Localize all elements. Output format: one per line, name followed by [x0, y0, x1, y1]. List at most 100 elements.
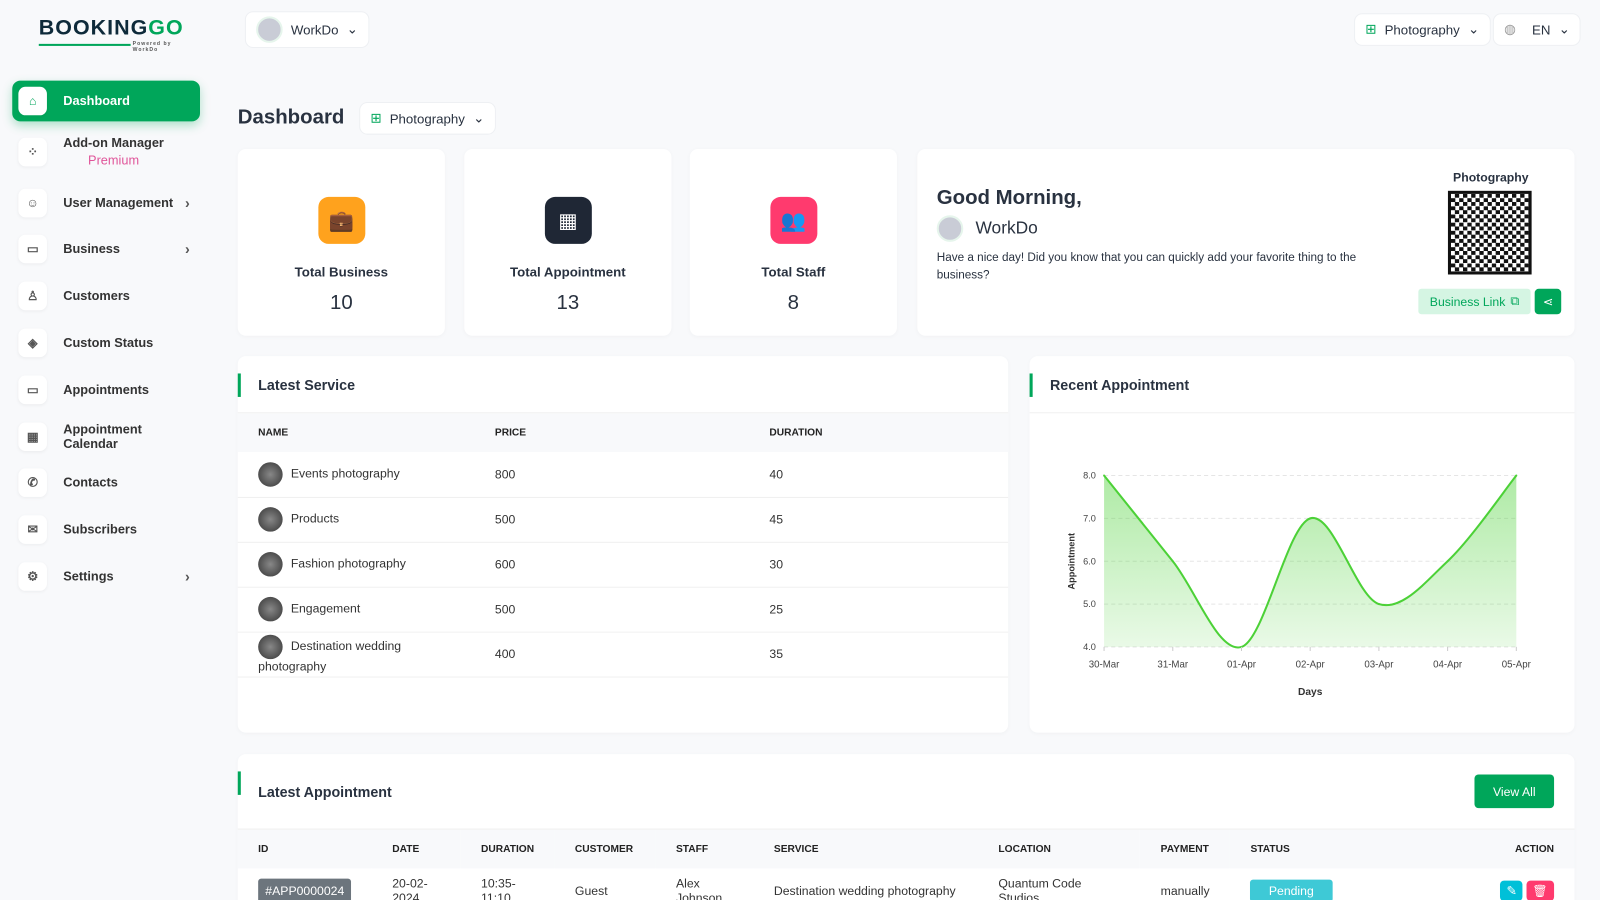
sidebar-item-dashboard[interactable]: ⌂ Dashboard — [12, 80, 200, 122]
welcome-message: Have a nice day! Did you know that you c… — [936, 252, 1357, 282]
chart-title: Recent Appointment — [1029, 356, 1575, 414]
column-header: DURATION — [460, 829, 555, 869]
user-menu[interactable]: WorkDo ⌄ — [244, 11, 370, 48]
avatar — [936, 215, 964, 242]
status-badge: Pending — [1250, 879, 1333, 900]
greeting: Good Morning, — [936, 186, 1082, 210]
service-thumbnail — [258, 596, 283, 622]
stat-total-appointment: ▦ Total Appointment 13 — [464, 148, 672, 336]
service-duration: 45 — [748, 496, 1009, 543]
appointment-chart: 4.0 5.0 6.0 7.0 8.0 30-Mar 31-Mar 01-Apr 02-Apr 0… — [1066, 471, 1532, 698]
service-name: Events photography — [290, 466, 400, 481]
sidebar-item-user-management[interactable]: ☺ User Management › — [12, 182, 200, 223]
user-icon: ♙ — [18, 281, 47, 311]
page-business-selector[interactable]: ⊞ Photography ⌄ — [359, 102, 496, 135]
data-point — [1515, 474, 1518, 477]
calendar-clock-icon: ▦ — [544, 196, 592, 244]
sidebar-item-subscribers[interactable]: ✉ Subscribers — [12, 509, 200, 550]
service-name: Destination wedding photography — [258, 638, 402, 674]
grid-plus-icon: ⊞ — [370, 110, 382, 126]
column-header: LOCATION — [977, 829, 1141, 869]
y-tick-label: 4.0 — [1083, 642, 1096, 652]
table-row: #APP0000024 20-02-2024 10:35-11:10 Guest Al… — [237, 868, 1575, 900]
sidebar-item-custom-status[interactable]: ◈ Custom Status — [12, 322, 200, 363]
sidebar-item-customers[interactable]: ♙ Customers — [12, 276, 200, 317]
stat-total-staff: 👥 Total Staff 8 — [689, 148, 897, 336]
x-axis-label: Days — [1298, 687, 1323, 698]
section-title: Latest Service — [237, 356, 1009, 414]
sidebar-item-label: Add-on Manager — [63, 136, 164, 151]
x-tick-label: 05-Apr — [1502, 659, 1532, 670]
sidebar-item-label: Customers — [63, 288, 130, 304]
x-tick-label: 30-Mar — [1089, 659, 1120, 670]
view-all-button[interactable]: View All — [1474, 774, 1555, 809]
section-title: Latest Appointment — [237, 754, 1575, 830]
latest-service-card: Latest Service NAME PRICE DURATION Events p… — [237, 356, 1009, 733]
delete-button[interactable]: 🗑 — [1526, 880, 1555, 900]
x-tick-label: 04-Apr — [1433, 659, 1463, 670]
sidebar-item-appointment-calendar[interactable]: ▦ Appointment Calendar — [12, 416, 200, 457]
qr-code — [1447, 190, 1532, 275]
latest-appointment-card: Latest Appointment View All ID DATE DURATI… — [237, 754, 1575, 900]
chevron-down-icon: ⌄ — [346, 21, 358, 37]
x-tick-label: 03-Apr — [1364, 659, 1394, 670]
sidebar-item-label: Business — [63, 242, 120, 257]
calendar-icon: ▦ — [18, 422, 47, 451]
stat-total-business: 💼 Total Business 10 — [237, 148, 445, 336]
service-duration: 30 — [748, 541, 1009, 588]
recent-appointment-card: Recent Appointment 4.0 5.0 6.0 7.0 8.0 30-Mar… — [1029, 356, 1575, 733]
sidebar-item-label: Custom Status — [63, 335, 154, 350]
area-fill — [1104, 475, 1517, 648]
data-point — [1377, 603, 1380, 606]
share-icon: ⋖ — [1542, 294, 1554, 309]
grid-plus-icon: ⊞ — [1365, 21, 1377, 37]
column-header: ID — [237, 829, 372, 869]
column-header: DATE — [371, 829, 461, 869]
y-tick-label: 7.0 — [1083, 513, 1096, 523]
table-row: Engagement 500 25 — [237, 586, 1009, 633]
service-duration: 35 — [748, 631, 1009, 678]
sidebar-item-add-on-manager[interactable]: ⁘ Add-on Manager Premium — [12, 127, 200, 176]
table-row: Events photography 800 40 — [237, 452, 1009, 498]
sidebar-item-business[interactable]: ▭ Business › — [12, 229, 200, 270]
sidebar-item-label: Appointment Calendar — [63, 422, 142, 451]
avatar — [256, 16, 283, 43]
share-button[interactable]: ⋖ — [1534, 288, 1562, 315]
chevron-right-icon: › — [185, 568, 190, 585]
briefcase-icon: ▭ — [18, 235, 47, 264]
sidebar-item-label: User Management — [63, 195, 174, 210]
phone-icon: ✆ — [18, 468, 47, 498]
service-name: Engagement — [290, 601, 361, 616]
column-header: STAFF — [655, 829, 754, 869]
service-duration: 25 — [748, 586, 1009, 633]
service-name: Fashion photography — [290, 556, 406, 571]
globe-icon: ◍ — [1504, 21, 1516, 37]
user-name: WorkDo — [290, 21, 339, 38]
x-tick-label: 02-Apr — [1296, 659, 1326, 670]
appointment-id[interactable]: #APP0000024 — [258, 878, 352, 900]
chevron-down-icon: ⌄ — [473, 110, 485, 126]
card-icon: ▭ — [18, 375, 47, 404]
column-header: PRICE — [474, 413, 749, 453]
column-header: DURATION — [748, 413, 1009, 453]
y-tick-label: 6.0 — [1083, 556, 1096, 566]
chevron-down-icon: ⌄ — [1467, 21, 1480, 37]
y-axis-label: Appointment — [1066, 533, 1076, 590]
column-header: CUSTOMER — [554, 829, 656, 869]
premium-badge: Premium — [88, 153, 140, 168]
sidebar-item-settings[interactable]: ⚙ Settings › — [12, 556, 200, 597]
column-header: ACTION — [1424, 829, 1575, 869]
sidebar-item-label: Dashboard — [63, 93, 130, 109]
logo[interactable]: BOOKINGGO Powered by WorkDo — [38, 16, 184, 54]
x-tick-label: 01-Apr — [1227, 659, 1257, 670]
business-switcher[interactable]: ⊞ Photography ⌄ — [1354, 13, 1491, 46]
language-selector[interactable]: ◍ EN ⌄ — [1492, 13, 1581, 46]
chevron-right-icon: › — [185, 241, 190, 258]
chevron-right-icon: › — [185, 194, 190, 211]
sidebar-item-contacts[interactable]: ✆ Contacts — [12, 463, 200, 504]
grid-icon: ⁘ — [18, 137, 47, 167]
edit-button[interactable]: ✎ — [1500, 880, 1523, 900]
service-thumbnail — [258, 634, 283, 660]
sidebar-item-appointments[interactable]: ▭ Appointments — [12, 369, 200, 410]
business-link-button[interactable]: Business Link ⧉ — [1418, 288, 1531, 315]
